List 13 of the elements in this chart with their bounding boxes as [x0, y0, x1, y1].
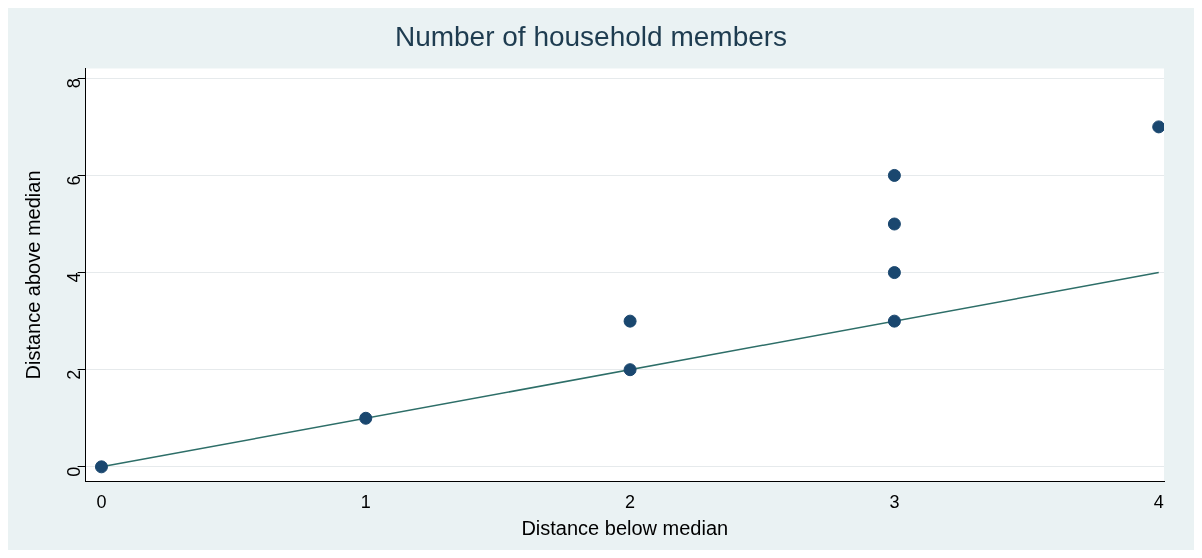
x-axis-title: Distance below median: [521, 516, 729, 539]
y-tick-label: 0: [63, 466, 84, 477]
x-tick-label: 1: [360, 492, 371, 513]
x-tick-label: 2: [625, 492, 636, 513]
y-tick-label: 8: [63, 78, 84, 89]
y-axis-title: Distance above median: [21, 170, 44, 380]
x-tick-label: 4: [1153, 492, 1164, 513]
x-tick-label: 0: [96, 492, 107, 513]
y-tick-label: 6: [63, 175, 84, 186]
y-tick-label: 4: [63, 272, 84, 283]
chart-title: Number of household members: [394, 20, 788, 52]
x-tick-label: 3: [889, 492, 900, 513]
y-tick-label: 2: [63, 369, 84, 380]
